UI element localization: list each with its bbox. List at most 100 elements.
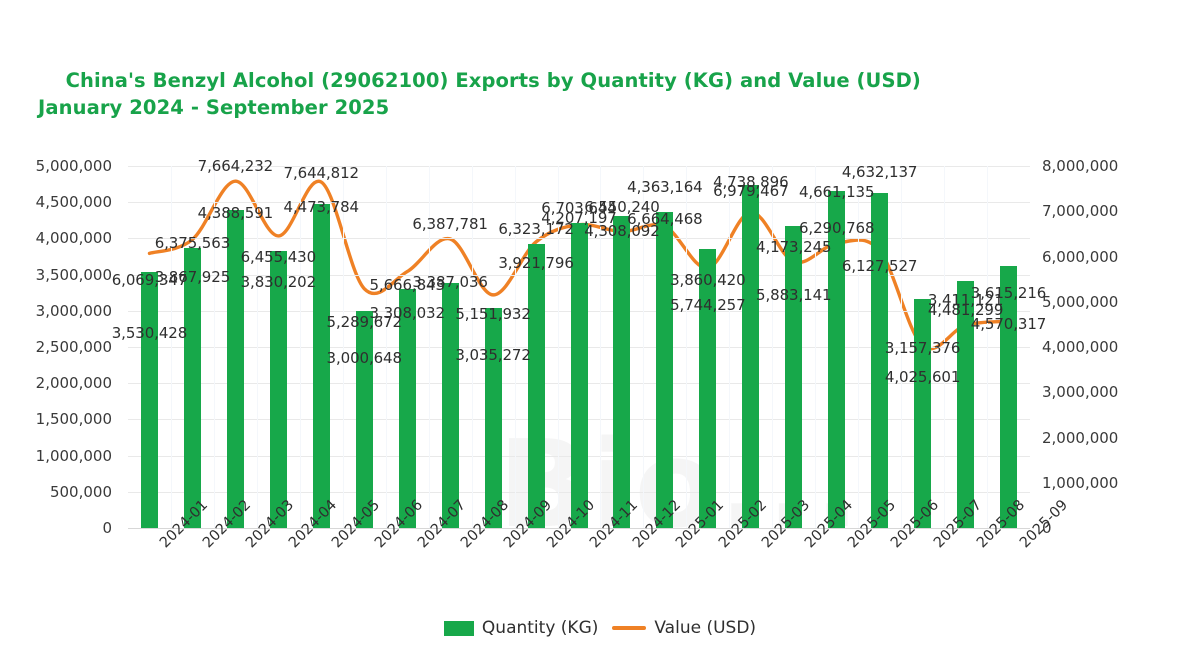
bar-2024-12[interactable]: [613, 216, 631, 528]
bar-2024-09[interactable]: [484, 308, 502, 528]
bar-2025-06[interactable]: [871, 192, 889, 528]
value-label-2025-06: 6,127,527: [841, 256, 918, 275]
y-axis-left-tick: 4,500,000: [35, 193, 112, 212]
category-separator: [385, 166, 387, 528]
legend-item-value[interactable]: Value (USD): [612, 618, 756, 638]
bar-2024-05[interactable]: [312, 204, 330, 528]
quantity-label-2025-09: 3,615,216: [970, 284, 1047, 303]
x-axis-tick-2024-06: 2024-06: [372, 497, 426, 551]
legend-item-quantity[interactable]: Quantity (KG): [443, 618, 599, 638]
category-separator: [428, 166, 430, 528]
y-axis-left-tick: 0: [102, 519, 112, 537]
bar-2024-07[interactable]: [398, 288, 416, 528]
x-axis-tick-2025-06: 2025-06: [888, 497, 942, 551]
bar-2024-04[interactable]: [269, 250, 287, 528]
value-label-2024-05: 7,644,812: [283, 164, 360, 183]
bar-2025-01[interactable]: [656, 212, 674, 528]
page-title: China's Benzyl Alcohol (29062100) Export…: [38, 40, 921, 175]
bar-2024-06[interactable]: [355, 310, 373, 528]
quantity-label-2025-01: 4,363,164: [627, 178, 703, 197]
bar-2024-11[interactable]: [570, 223, 588, 528]
quantity-label-2024-05: 4,473,784: [283, 198, 360, 217]
y-axis-right-tick: 8,000,000: [1042, 157, 1119, 175]
x-axis-tick-2024-08: 2024-08: [458, 497, 512, 551]
category-separator: [987, 166, 989, 528]
gridline: [128, 528, 1030, 529]
bar-2025-09[interactable]: [1000, 266, 1018, 528]
y-axis-left-tick: 3,000,000: [35, 301, 112, 320]
gridline: [128, 166, 1030, 167]
x-axis-tick-2024-03: 2024-03: [243, 497, 297, 551]
quantity-label-2024-01: 3,530,428: [111, 324, 188, 343]
x-axis-tick-2025-07: 2025-07: [931, 497, 985, 551]
value-label-2025-05: 6,290,768: [798, 219, 875, 238]
x-axis: 2024-012024-022024-032024-042024-052024-…: [128, 497, 1071, 628]
x-axis-tick-2024-05: 2024-05: [329, 497, 383, 551]
category-separator: [643, 166, 645, 528]
bar-2025-07[interactable]: [914, 299, 932, 528]
x-axis-tick-2025-03: 2025-03: [759, 497, 813, 551]
bar-2024-03[interactable]: [226, 210, 244, 528]
y-axis-left-tick: 2,500,000: [35, 338, 112, 356]
x-axis-tick-2025-04: 2025-04: [802, 497, 856, 551]
value-label-2025-03: 6,979,467: [713, 182, 789, 201]
quantity-label-2025-02: 3,860,420: [670, 270, 746, 289]
bar-swatch-icon: [443, 620, 474, 636]
bar-2024-08[interactable]: [441, 282, 459, 528]
x-axis-tick-2024-09: 2024-09: [501, 497, 555, 551]
quantity-label-2025-05: 4,661,135: [798, 182, 875, 201]
category-separator: [514, 166, 516, 528]
value-label-2024-09: 5,151,932: [455, 304, 531, 323]
value-label-2024-01: 6,069,347: [111, 271, 188, 290]
x-axis-tick-2025-05: 2025-05: [845, 497, 899, 551]
quantity-label-2024-09: 3,035,272: [455, 346, 531, 365]
bar-2025-02[interactable]: [699, 248, 717, 528]
bar-2025-04[interactable]: [785, 225, 803, 528]
x-axis-tick-2024-07: 2024-07: [415, 497, 469, 551]
y-axis-left-tick: 1,500,000: [35, 410, 112, 429]
y-axis-left-tick: 3,500,000: [35, 265, 112, 284]
x-axis-tick-2025-01: 2025-01: [673, 497, 727, 551]
category-separator: [213, 166, 215, 528]
value-label-2024-02: 6,375,563: [154, 233, 231, 252]
bar-2024-02[interactable]: [183, 247, 201, 528]
category-separator: [299, 166, 301, 528]
y-axis-right: 0 1,000,000 2,000,000 3,000,000 4,000,000 5,0…: [1042, 157, 1192, 537]
category-separator: [557, 166, 559, 528]
quantity-label-2025-07: 3,157,376: [884, 339, 961, 358]
quantity-label-2025-03: 4,738,896: [713, 172, 789, 191]
y-axis-left-tick: 1,000,000: [35, 446, 112, 465]
legend-label-value: Value (USD): [654, 618, 757, 638]
bar-2025-03[interactable]: [742, 184, 760, 528]
quantity-label-2024-10: 3,921,796: [498, 254, 574, 273]
quantity-label-2025-06: 4,632,137: [841, 162, 918, 181]
value-label-2024-07: 5,666,843: [369, 275, 445, 294]
quantity-label-2024-07: 3,308,032: [369, 304, 445, 323]
bar-2025-08[interactable]: [957, 281, 975, 528]
category-separator: [600, 166, 602, 528]
quantity-label-2024-03: 4,388,591: [197, 204, 274, 223]
value-label-2024-04: 6,455,430: [240, 247, 317, 266]
y-axis-left-tick: 500,000: [49, 482, 112, 501]
bar-2024-01[interactable]: [140, 272, 158, 528]
x-axis-tick-2025-09: 2025-09: [1016, 497, 1071, 552]
chart-title-line-2: January 2024 - September 2025: [38, 96, 390, 119]
category-separator: [342, 166, 344, 528]
legend-label-quantity: Quantity (KG): [481, 618, 599, 638]
x-axis-tick-2024-01: 2024-01: [157, 497, 211, 551]
quantity-label-2024-04: 3,830,202: [240, 272, 317, 291]
value-label-2024-03: 7,664,232: [197, 157, 274, 176]
quantity-label-2024-12: 4,308,092: [584, 222, 660, 241]
bar-2024-10[interactable]: [527, 244, 545, 528]
category-separator: [729, 166, 731, 528]
x-axis-tick-2025-08: 2025-08: [974, 497, 1028, 551]
x-axis-tick-2024-12: 2024-12: [630, 497, 684, 551]
category-separator: [901, 166, 903, 528]
y-axis-right-tick: 0: [1042, 519, 1052, 537]
category-separator: [815, 166, 817, 528]
bar-2025-05[interactable]: [828, 190, 846, 528]
value-label-2024-12: 6,550,240: [584, 197, 660, 216]
value-label-2024-06: 5,289,672: [326, 312, 403, 331]
y-axis-right-tick: 6,000,000: [1042, 247, 1119, 266]
